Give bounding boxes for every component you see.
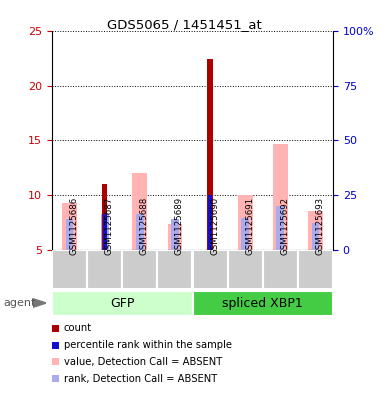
Bar — [136, 213, 144, 250]
Bar — [263, 250, 298, 289]
Bar — [62, 203, 77, 250]
Bar — [132, 173, 147, 250]
Bar — [101, 213, 109, 250]
Text: GDS5065 / 1451451_at: GDS5065 / 1451451_at — [107, 18, 262, 31]
Text: GSM1125692: GSM1125692 — [280, 197, 290, 255]
Bar — [52, 250, 87, 289]
Bar — [171, 219, 179, 250]
Text: GSM1125689: GSM1125689 — [175, 197, 184, 255]
Bar — [66, 219, 74, 250]
Bar — [87, 250, 122, 289]
Text: GSM1125691: GSM1125691 — [245, 197, 254, 255]
Bar — [276, 206, 284, 250]
Text: count: count — [64, 323, 92, 333]
Bar — [311, 223, 319, 250]
Bar — [273, 144, 288, 250]
Bar — [192, 250, 228, 289]
Bar — [102, 184, 107, 250]
Bar — [208, 195, 212, 250]
Text: spliced XBP1: spliced XBP1 — [223, 297, 303, 310]
Text: GSM1125687: GSM1125687 — [105, 197, 114, 255]
Text: GSM1125693: GSM1125693 — [315, 197, 325, 255]
Text: value, Detection Call = ABSENT: value, Detection Call = ABSENT — [64, 357, 222, 367]
Bar — [208, 59, 213, 250]
Bar — [102, 213, 107, 250]
Text: GSM1125686: GSM1125686 — [70, 197, 79, 255]
Bar — [298, 250, 333, 289]
Bar — [52, 291, 192, 316]
Text: GFP: GFP — [110, 297, 134, 310]
Polygon shape — [33, 299, 46, 307]
Bar — [241, 218, 249, 250]
Bar — [308, 211, 323, 250]
Bar — [167, 224, 182, 250]
Text: GSM1125690: GSM1125690 — [210, 197, 219, 255]
Text: agent: agent — [4, 298, 36, 309]
Text: rank, Detection Call = ABSENT: rank, Detection Call = ABSENT — [64, 374, 217, 384]
Bar — [192, 291, 333, 316]
Text: percentile rank within the sample: percentile rank within the sample — [64, 340, 231, 350]
Bar — [122, 250, 157, 289]
Bar — [228, 250, 263, 289]
Bar — [238, 195, 253, 250]
Text: GSM1125688: GSM1125688 — [140, 197, 149, 255]
Bar — [157, 250, 192, 289]
